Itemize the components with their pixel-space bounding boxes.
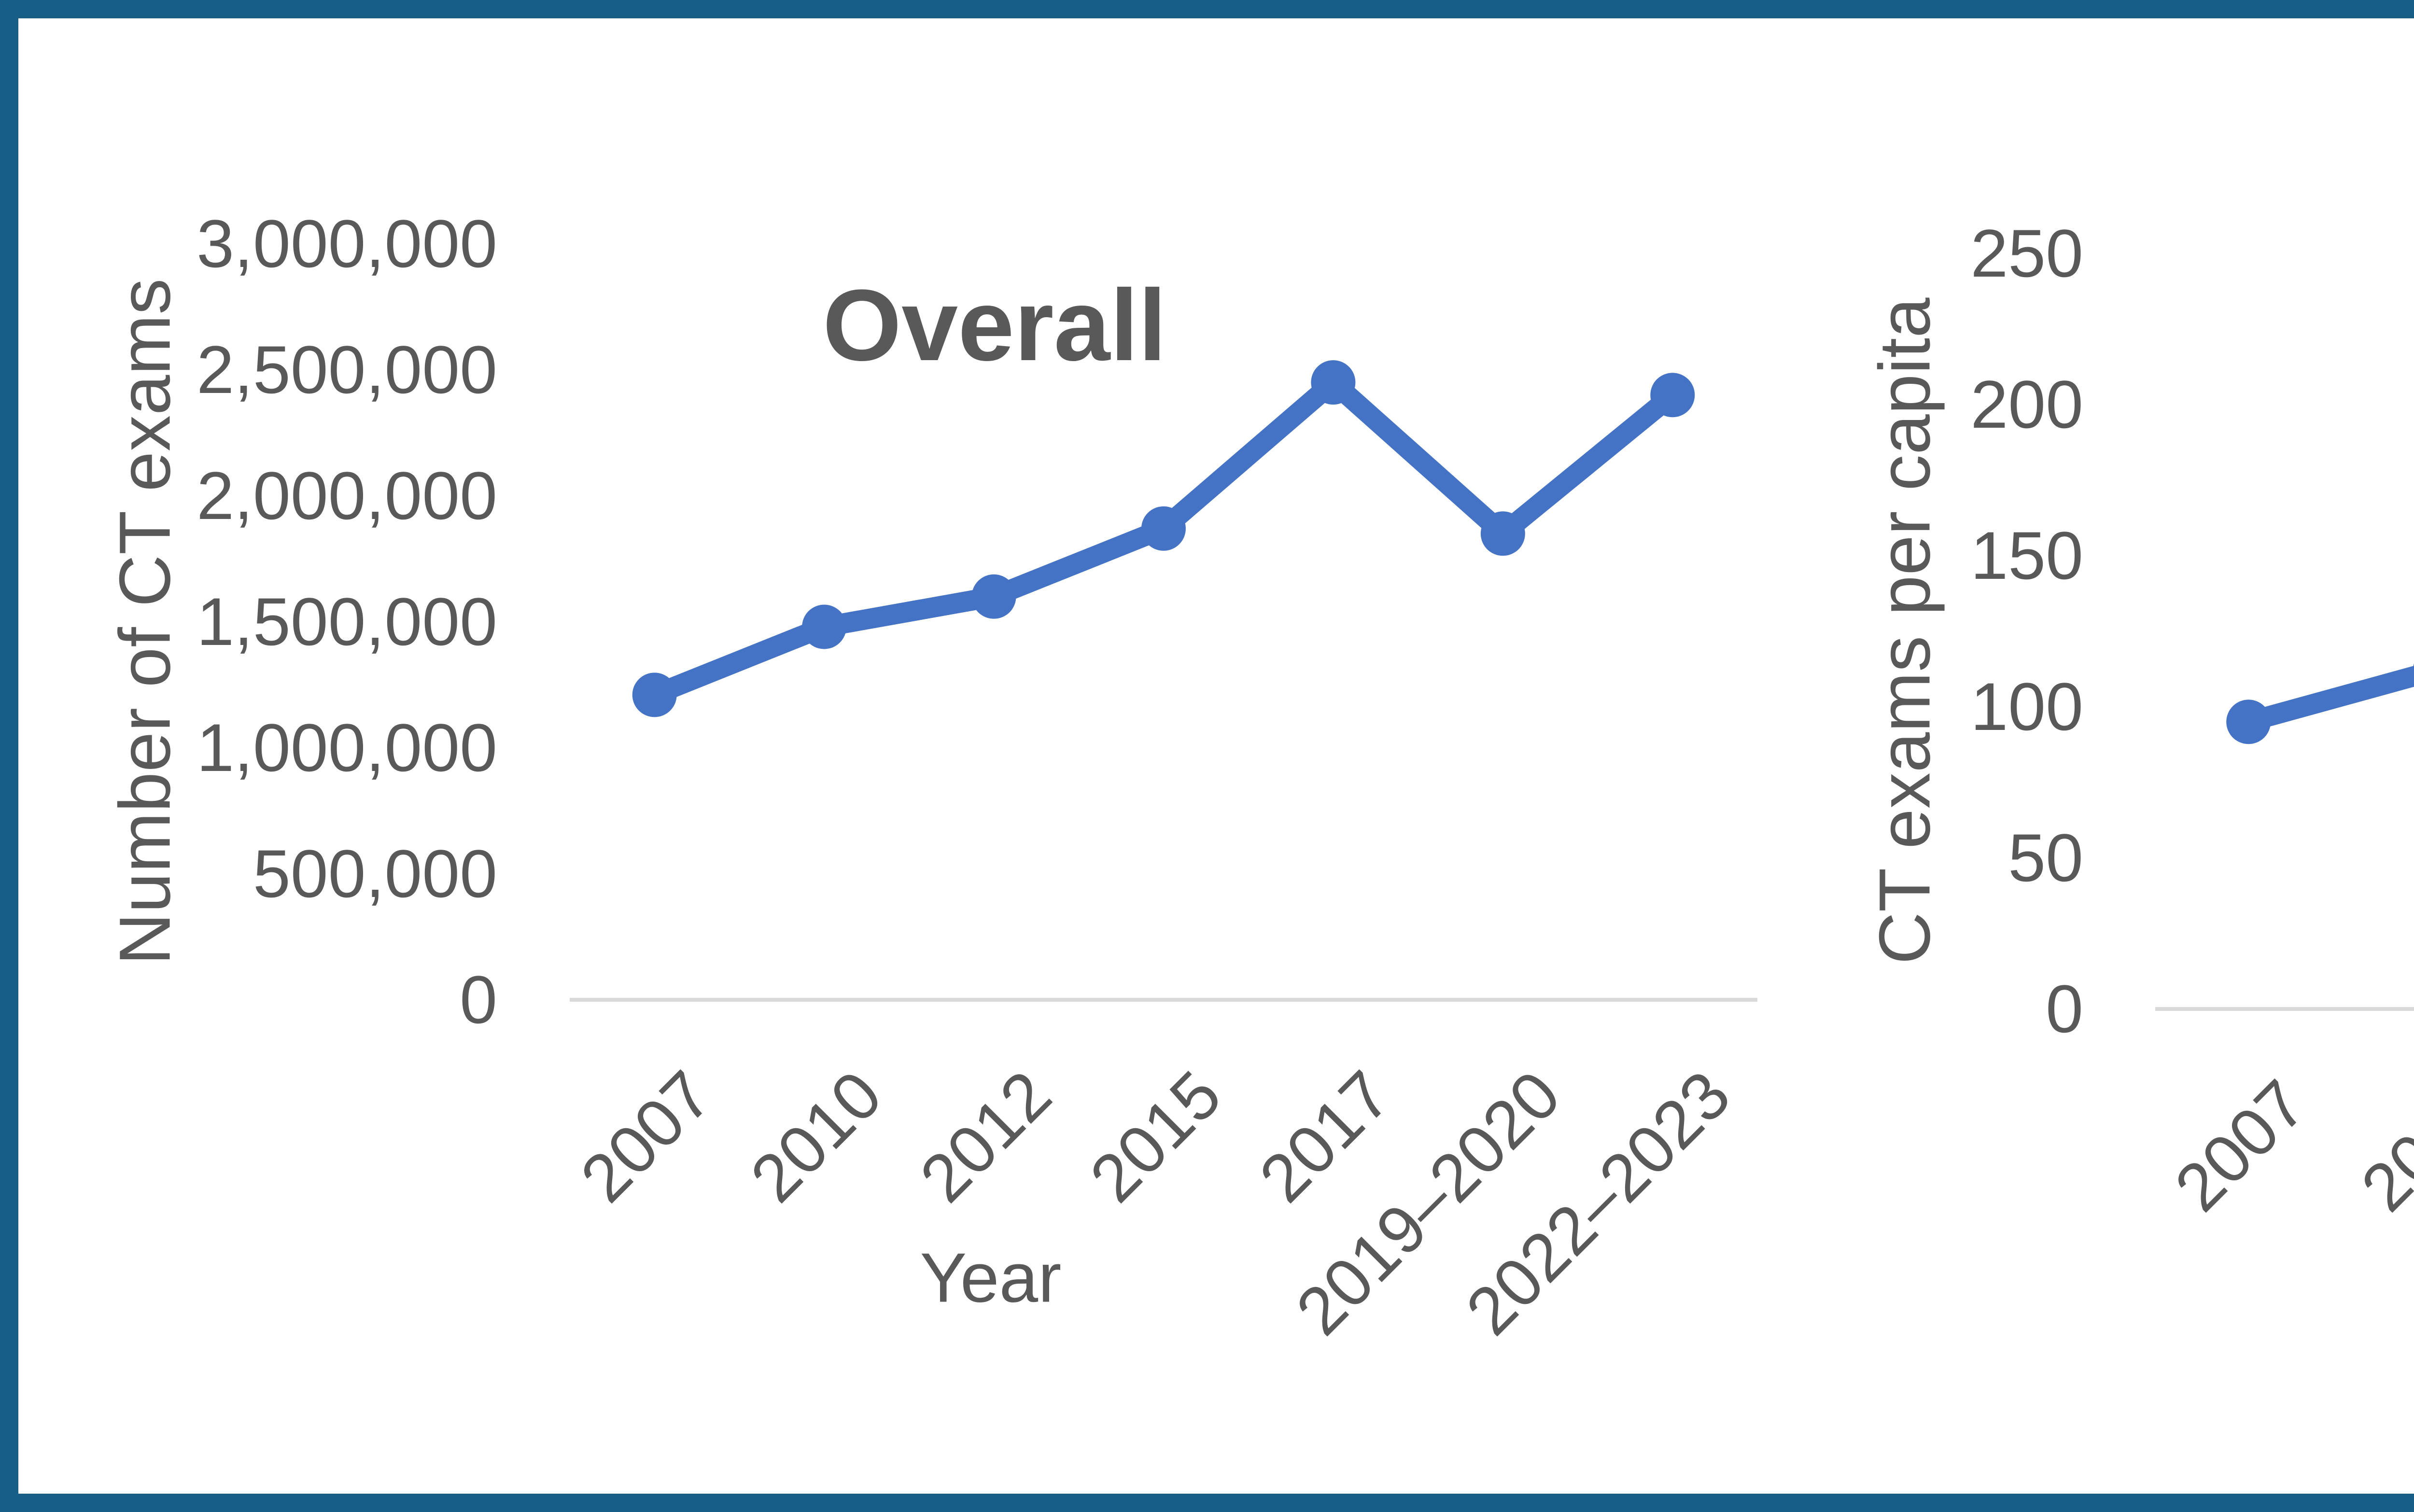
y-tick-label: 50 [2008, 820, 2083, 896]
y-axis-title: Number of CT exams [104, 278, 185, 966]
y-tick-label: 2,000,000 [196, 458, 497, 533]
x-tick-label: 2010 [736, 1056, 896, 1217]
y-axis-title: CT exams per capita [1864, 297, 1945, 965]
y-tick-label: 0 [2046, 971, 2083, 1047]
y-tick-label: 200 [1970, 366, 2083, 442]
data-point-marker [802, 604, 847, 649]
data-point-marker [632, 672, 677, 717]
data-point-marker [1141, 506, 1186, 551]
y-tick-label: 250 [1970, 215, 2083, 291]
data-point-marker [1650, 373, 1695, 418]
y-tick-label: 500,000 [253, 836, 497, 911]
y-tick-label: 100 [1970, 669, 2083, 744]
y-tick-label: 1,000,000 [196, 710, 497, 785]
data-point-marker [2413, 663, 2414, 678]
x-tick-label: 2007 [566, 1056, 726, 1217]
x-tick-label: 2017 [1245, 1056, 1405, 1217]
y-tick-label: 0 [460, 962, 497, 1037]
x-tick-label: 2010 [2346, 1065, 2414, 1226]
data-line [2238, 666, 2414, 732]
plot-area [570, 360, 1757, 1002]
chart-title: Overall [822, 268, 1167, 382]
x-tick-label: 2015 [1075, 1056, 1235, 1217]
data-point-marker [2226, 700, 2271, 744]
y-tick-label: 2,500,000 [196, 332, 497, 407]
data-point-marker [971, 574, 1016, 619]
plot-area [2155, 663, 2414, 1011]
y-tick-label: 150 [1970, 518, 2083, 593]
x-tick-label: 2012 [905, 1056, 1066, 1217]
data-point-marker [1311, 360, 1356, 405]
y-tick-label: 1,500,000 [196, 584, 497, 659]
x-tick-label: 2007 [2160, 1065, 2320, 1226]
y-tick-label: 3,000,000 [196, 206, 497, 281]
x-axis-title: Year [920, 1238, 1062, 1317]
data-point-marker [1480, 511, 1525, 556]
